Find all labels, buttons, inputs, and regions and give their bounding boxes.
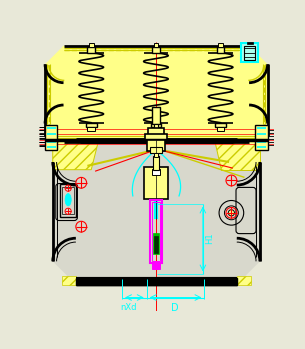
Bar <box>148 128 163 138</box>
Bar <box>153 233 159 254</box>
Bar <box>154 124 158 136</box>
Bar <box>147 140 165 151</box>
Bar <box>88 46 95 53</box>
Bar <box>62 187 74 214</box>
Bar <box>153 156 159 170</box>
Bar <box>151 123 161 127</box>
Bar <box>154 153 158 157</box>
Text: H1: H1 <box>205 232 214 244</box>
Bar <box>245 46 255 60</box>
Bar <box>144 166 168 199</box>
Polygon shape <box>45 46 267 142</box>
Bar <box>218 43 223 46</box>
Bar <box>152 107 160 124</box>
Bar <box>154 43 158 46</box>
Bar <box>76 277 237 285</box>
Bar <box>217 46 224 53</box>
Bar <box>150 147 162 153</box>
Bar <box>86 123 97 127</box>
Bar <box>150 200 162 263</box>
Bar <box>60 184 76 217</box>
Ellipse shape <box>65 194 71 206</box>
Text: nXd: nXd <box>120 303 137 312</box>
Bar <box>62 276 76 285</box>
Bar <box>237 276 251 285</box>
Bar <box>215 123 226 127</box>
Bar <box>152 202 160 261</box>
Bar <box>45 125 57 150</box>
Polygon shape <box>53 139 99 170</box>
Bar <box>47 136 266 140</box>
Polygon shape <box>53 139 260 284</box>
Bar <box>145 134 167 140</box>
Bar <box>152 263 160 269</box>
Bar <box>217 127 224 131</box>
Bar <box>152 46 160 53</box>
Bar <box>152 169 160 175</box>
Bar <box>247 42 253 44</box>
Text: D: D <box>171 303 179 313</box>
Circle shape <box>228 210 235 216</box>
Bar <box>255 125 267 150</box>
Bar <box>89 43 94 46</box>
Bar <box>152 127 160 131</box>
Bar <box>154 236 158 253</box>
Polygon shape <box>214 139 260 170</box>
Bar <box>241 43 258 62</box>
Bar <box>88 127 95 131</box>
